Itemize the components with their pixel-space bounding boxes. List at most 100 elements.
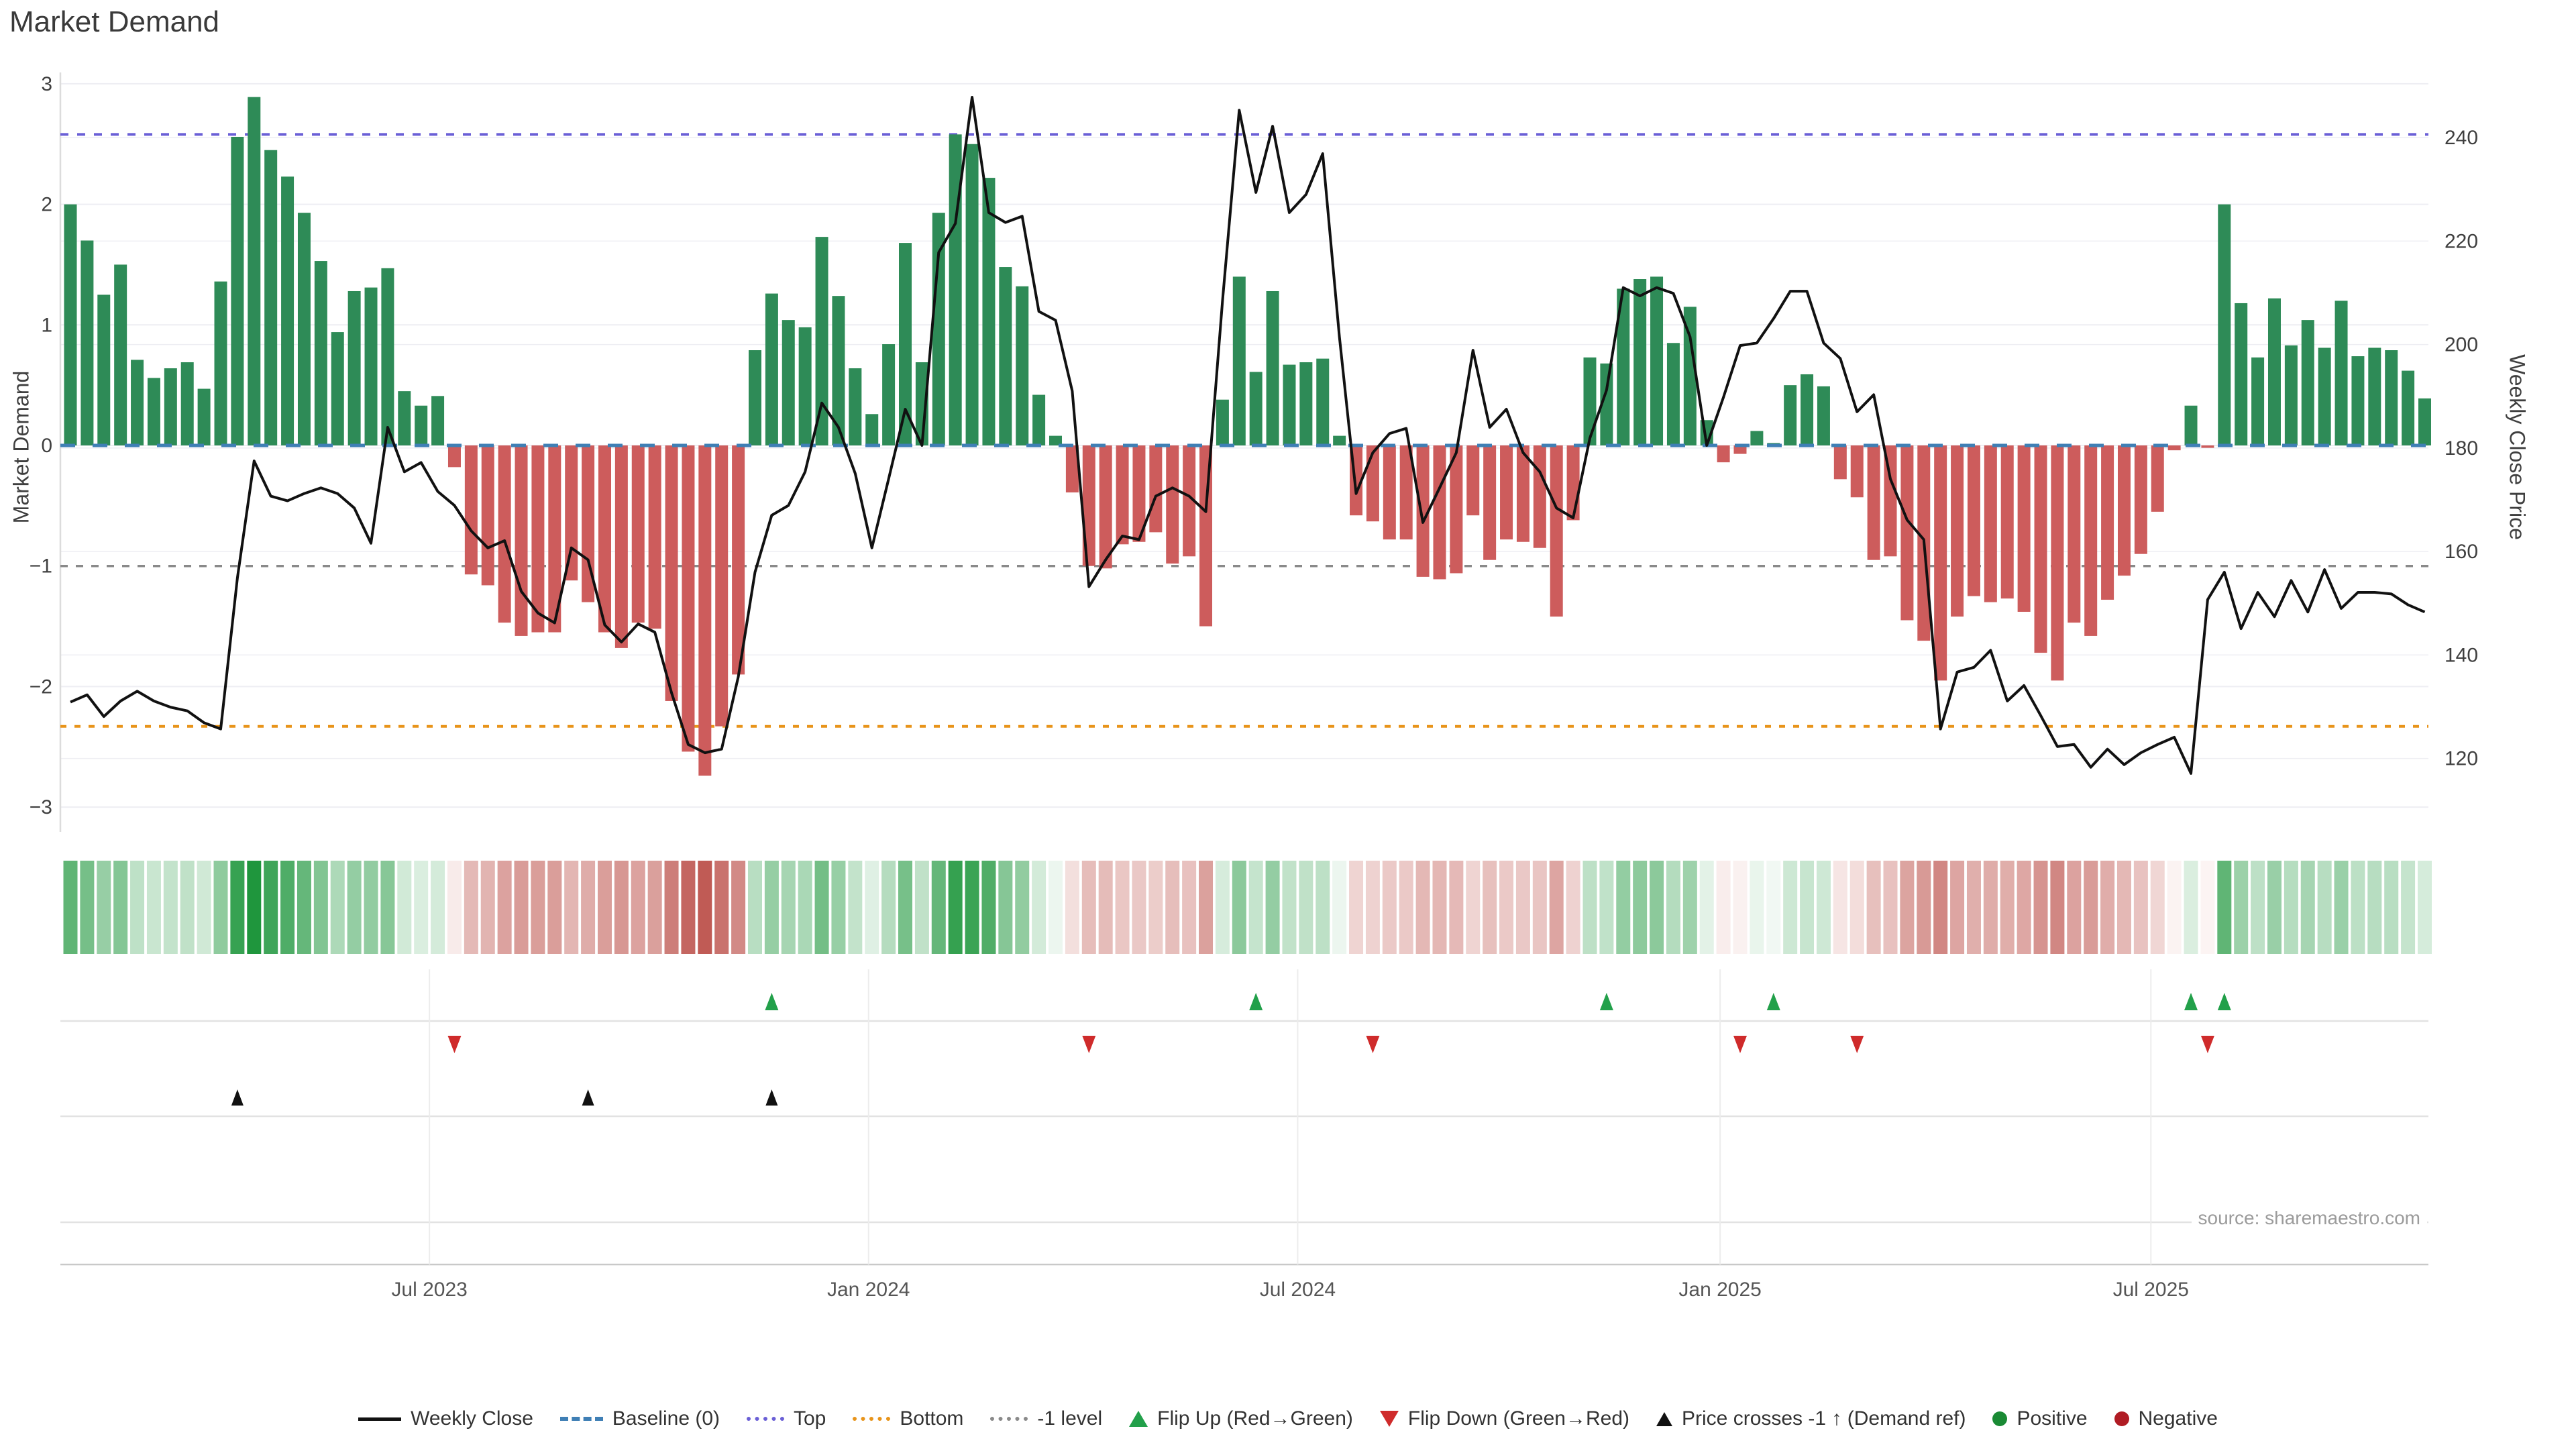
x-tick-label: Jul 2025: [2113, 1279, 2189, 1301]
demand-bar: [1216, 399, 1229, 445]
heatmap-cell: [2100, 861, 2115, 954]
demand-bar: [1833, 445, 1847, 480]
demand-bar: [1065, 445, 1079, 493]
heatmap-cell: [547, 861, 562, 954]
heatmap-cell: [747, 861, 762, 954]
demand-bar: [1016, 286, 1029, 445]
heatmap-cell: [2150, 861, 2165, 954]
svg-text:240: 240: [2445, 127, 2478, 149]
legend-item: Flip Up (Red→Green): [1129, 1407, 1353, 1430]
heatmap-cell: [80, 861, 95, 954]
heatmap-cell: [2033, 861, 2048, 954]
demand-bar: [2284, 345, 2298, 445]
demand-bar: [1617, 288, 1630, 445]
flip-up-marker: [2217, 993, 2231, 1010]
demand-bar: [849, 368, 862, 445]
heatmap-cell: [2084, 861, 2098, 954]
heatmap-cell: [2184, 861, 2198, 954]
demand-bar: [732, 445, 745, 675]
heatmap-cell: [2200, 861, 2215, 954]
heatmap-cell: [1849, 861, 1864, 954]
demand-bar: [1967, 445, 1980, 596]
heatmap-cell: [1065, 861, 1079, 954]
demand-bar: [715, 445, 729, 727]
heatmap-cell: [764, 861, 779, 954]
heatmap-cell: [380, 861, 395, 954]
reference-lines: [60, 133, 2428, 728]
demand-bar: [832, 296, 845, 445]
demand-bar: [965, 144, 979, 445]
legend-label: Flip Down (Green→Red): [1407, 1407, 1630, 1430]
demand-bar: [2151, 445, 2164, 512]
heatmap-cell: [2367, 861, 2382, 954]
triangle-up-black-icon: [1656, 1411, 1673, 1426]
flip-down-marker: [1733, 1036, 1747, 1053]
heatmap-cell: [1833, 861, 1847, 954]
heatmap-cell: [1800, 861, 1815, 954]
demand-bar: [1433, 445, 1446, 580]
heatmap-cell: [2133, 861, 2148, 954]
heatmap-cell: [480, 861, 495, 954]
page-title: Market Demand: [9, 5, 220, 38]
heatmap-cell: [297, 861, 311, 954]
heatmap-cell: [664, 861, 679, 954]
heatmap-cell: [1933, 861, 1948, 954]
heatmap-cell: [1633, 861, 1648, 954]
demand-bar: [1132, 445, 1146, 542]
heatmap-cell: [63, 861, 78, 954]
heatmap-cell: [1917, 861, 1931, 954]
demand-bar: [1099, 445, 1112, 569]
heatmap-cell: [2351, 861, 2365, 954]
demand-bar: [1049, 435, 1063, 445]
heatmap-cell: [1733, 861, 1748, 954]
legend-label: Weekly Close: [411, 1407, 533, 1430]
demand-bar: [882, 344, 896, 445]
demand-bar: [1650, 276, 1664, 445]
demand-bar: [1666, 343, 1680, 445]
demand-bars: [64, 97, 2431, 776]
dotted-swatch: [747, 1417, 784, 1421]
legend-item: Top: [747, 1407, 826, 1430]
heatmap-cell: [564, 861, 579, 954]
heatmap-cell: [247, 861, 262, 954]
demand-bar: [582, 445, 595, 602]
demand-bar: [631, 445, 645, 623]
flip-up-marker: [1766, 993, 1780, 1010]
flip-up-marker: [765, 993, 779, 1010]
heatmap-cell: [1299, 861, 1313, 954]
legend-item: -1 level: [990, 1407, 1102, 1430]
heatmap-cell: [213, 861, 228, 954]
heatmap-cell: [1716, 861, 1731, 954]
demand-bar: [1984, 445, 1997, 602]
demand-bar: [2418, 398, 2431, 445]
svg-text:−3: −3: [30, 796, 52, 818]
x-tick-label: Jul 2023: [391, 1279, 467, 1301]
flip-up-marker: [1599, 993, 1613, 1010]
demand-bar: [1867, 445, 1880, 560]
heatmap-cell: [1950, 861, 1965, 954]
demand-bar: [1416, 445, 1430, 577]
demand-bar: [1600, 363, 1613, 445]
heatmap-cell: [1666, 861, 1680, 954]
heatmap-cell: [781, 861, 796, 954]
heatmap-cell: [581, 861, 596, 954]
heatmap-cell: [731, 861, 746, 954]
flip-down-marker: [447, 1036, 462, 1053]
demand-bar: [314, 261, 327, 445]
heatmap-cell: [914, 861, 929, 954]
dotted-swatch: [990, 1417, 1028, 1421]
heatmap-cell: [130, 861, 145, 954]
demand-bar: [2251, 357, 2265, 445]
dotted-swatch: [853, 1417, 891, 1421]
demand-bar: [2402, 370, 2415, 445]
heatmap-cell: [698, 861, 712, 954]
heatmap-cell: [2167, 861, 2182, 954]
demand-bar: [2034, 445, 2047, 653]
line-swatch: [358, 1417, 402, 1421]
heatmap-cell: [1132, 861, 1146, 954]
heatmap-cell: [1049, 861, 1063, 954]
axis-ticks: 3 2 1 0 −1 −2 −3 240 220 200 180 160 140 120: [30, 73, 2478, 818]
heatmap-cell: [531, 861, 545, 954]
heatmap-cell: [397, 861, 412, 954]
demand-bar: [1817, 386, 1830, 445]
